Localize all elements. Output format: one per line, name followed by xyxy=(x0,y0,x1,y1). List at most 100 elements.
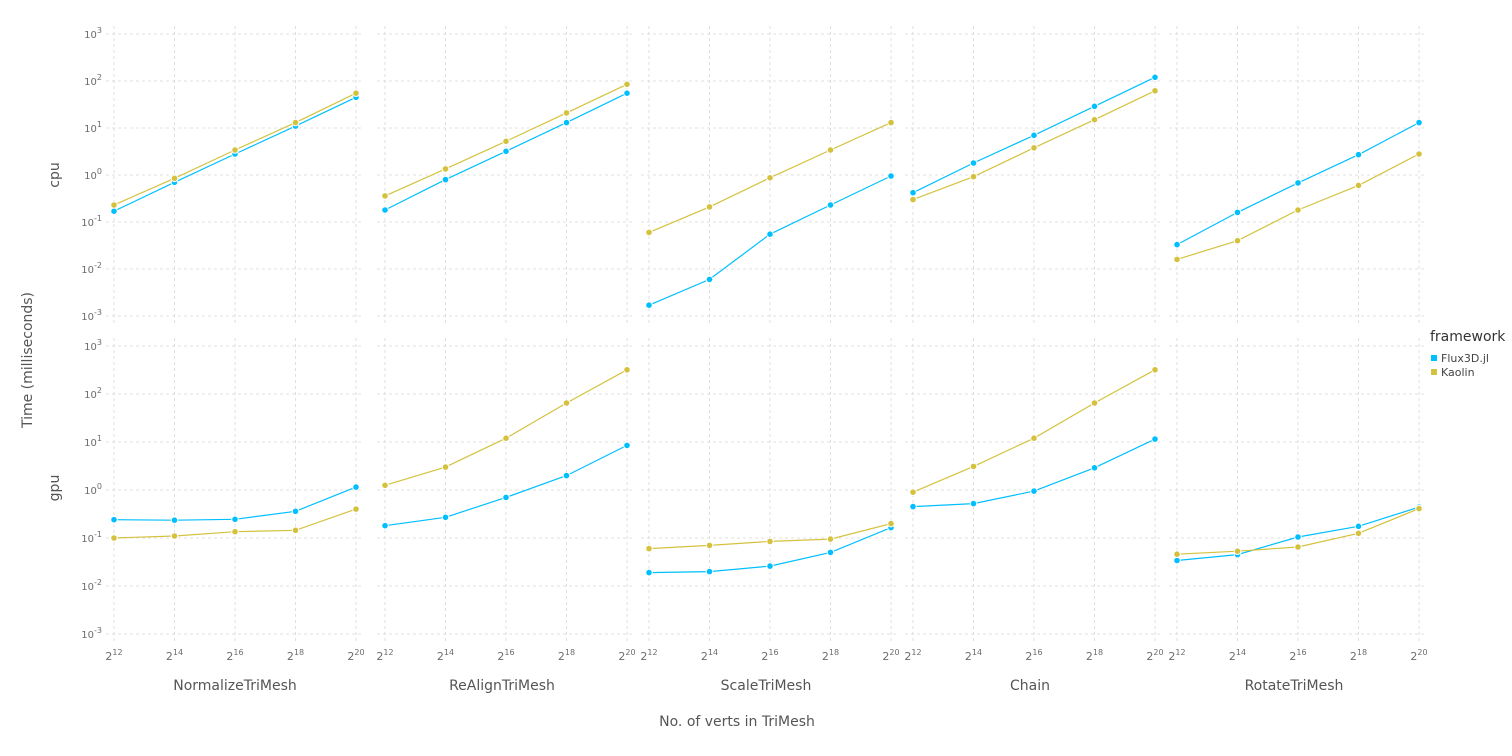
data-point-flux3d-jl xyxy=(352,483,360,491)
x-tick-label: 216 xyxy=(1025,648,1042,663)
data-point-flux3d-jl xyxy=(887,172,895,180)
row-label-cpu: cpu xyxy=(47,162,63,187)
y-tick-label: 100 xyxy=(84,167,102,182)
x-tick-label: 220 xyxy=(1410,648,1427,663)
x-tick-label: 218 xyxy=(1350,648,1367,663)
data-point-flux3d-jl xyxy=(766,230,774,238)
x-tick-label: 220 xyxy=(1146,648,1163,663)
y-tick-label: 10-1 xyxy=(81,530,102,545)
data-point-flux3d-jl xyxy=(1294,179,1302,187)
x-tick-label: 212 xyxy=(105,648,122,663)
panel-cpu-normalizetrimesh xyxy=(110,89,360,215)
y-tick-label: 10-2 xyxy=(81,578,102,593)
data-point-kaolin xyxy=(623,80,631,89)
y-tick-label: 10-2 xyxy=(81,261,102,276)
y-tick-label: 10-3 xyxy=(81,308,102,323)
data-point-kaolin xyxy=(1354,181,1363,190)
data-point-kaolin xyxy=(291,118,300,127)
data-point-flux3d-jl xyxy=(441,175,450,184)
data-point-flux3d-jl xyxy=(1354,150,1363,159)
legend-swatch-kaolin xyxy=(1431,369,1437,375)
data-point-kaolin xyxy=(623,366,631,374)
x-tick-label: 214 xyxy=(965,648,982,663)
data-point-flux3d-jl xyxy=(1233,208,1242,217)
x-tick-label: 212 xyxy=(640,648,657,663)
y-tick-label: 10-1 xyxy=(81,214,102,229)
data-point-flux3d-jl xyxy=(562,471,571,480)
data-point-flux3d-jl xyxy=(909,188,917,197)
x-tick-label: 216 xyxy=(1289,648,1306,663)
data-point-kaolin xyxy=(1151,366,1159,374)
data-point-flux3d-jl xyxy=(562,118,571,127)
data-point-flux3d-jl xyxy=(1151,435,1159,443)
data-point-kaolin xyxy=(1415,150,1423,158)
x-tick-label: 220 xyxy=(882,648,899,663)
data-point-flux3d-jl xyxy=(1030,131,1038,140)
data-point-kaolin xyxy=(231,527,239,536)
x-tick-label: 212 xyxy=(904,648,921,663)
data-point-kaolin xyxy=(705,203,714,211)
x-tick-label: 220 xyxy=(347,648,364,663)
x-tick-label: 216 xyxy=(497,648,514,663)
data-point-flux3d-jl xyxy=(170,516,179,525)
legend-swatch-flux3d xyxy=(1431,355,1437,361)
data-point-kaolin xyxy=(909,488,917,497)
legend-title: framework xyxy=(1430,329,1506,345)
data-point-flux3d-jl xyxy=(1030,487,1038,495)
data-point-flux3d-jl xyxy=(502,147,510,156)
data-point-kaolin xyxy=(352,505,360,513)
panel-grid-gpu-realigntrimesh xyxy=(377,338,635,642)
data-point-flux3d-jl xyxy=(1090,464,1099,472)
data-point-kaolin xyxy=(969,462,978,471)
data-point-kaolin xyxy=(1090,399,1099,407)
x-tick-label: 216 xyxy=(761,648,778,663)
y-tick-label: 101 xyxy=(84,434,102,449)
data-point-flux3d-jl xyxy=(645,568,653,577)
data-point-flux3d-jl xyxy=(826,548,835,557)
data-point-flux3d-jl xyxy=(623,89,631,97)
panel-grid-gpu-scaletrimesh xyxy=(641,338,899,642)
row-label-gpu: gpu xyxy=(47,475,63,502)
y-tick-label: 10-3 xyxy=(81,626,102,641)
data-point-kaolin xyxy=(170,174,179,183)
panel-grid-gpu-normalizetrimesh xyxy=(106,338,364,642)
column-label-scaletrimesh: ScaleTriMesh xyxy=(721,678,812,694)
data-point-kaolin xyxy=(705,541,714,550)
x-tick-label: 216 xyxy=(226,648,243,663)
panel-gpu-realigntrimesh xyxy=(381,366,631,530)
data-point-flux3d-jl xyxy=(1151,73,1159,82)
data-point-flux3d-jl xyxy=(1173,240,1181,249)
data-point-kaolin xyxy=(645,228,653,237)
data-point-kaolin xyxy=(766,174,774,182)
panel-cpu-rotatetrimesh xyxy=(1173,118,1423,264)
data-point-kaolin xyxy=(909,195,917,204)
data-point-flux3d-jl xyxy=(969,499,978,508)
data-point-kaolin xyxy=(826,146,835,154)
data-point-flux3d-jl xyxy=(1354,522,1363,531)
data-point-flux3d-jl xyxy=(1173,556,1181,565)
legend-label-flux3d: Flux3D.jl xyxy=(1441,352,1489,365)
data-point-kaolin xyxy=(170,532,179,540)
x-tick-label: 218 xyxy=(558,648,575,663)
data-point-flux3d-jl xyxy=(291,507,300,516)
y-tick-label: 102 xyxy=(84,386,102,401)
x-tick-label: 218 xyxy=(822,648,839,663)
data-point-flux3d-jl xyxy=(766,562,774,570)
data-point-kaolin xyxy=(381,192,389,200)
data-point-kaolin xyxy=(502,137,510,146)
column-label-rotatetrimesh: RotateTriMesh xyxy=(1245,678,1344,694)
data-point-kaolin xyxy=(969,172,978,181)
data-point-kaolin xyxy=(562,399,571,407)
data-point-flux3d-jl xyxy=(645,301,653,310)
panel-gpu-scaletrimesh xyxy=(645,519,895,577)
data-point-kaolin xyxy=(1030,434,1038,443)
x-tick-label: 214 xyxy=(437,648,454,663)
x-tick-label: 218 xyxy=(1086,648,1103,663)
panel-cpu-chain xyxy=(909,73,1159,204)
panel-grid-cpu-rotatetrimesh xyxy=(1169,26,1427,324)
x-tick-label: 214 xyxy=(166,648,183,663)
data-point-kaolin xyxy=(441,165,450,173)
data-point-kaolin xyxy=(826,535,835,543)
y-axis-label: Time (milliseconds) xyxy=(20,292,36,429)
data-point-flux3d-jl xyxy=(969,159,978,167)
